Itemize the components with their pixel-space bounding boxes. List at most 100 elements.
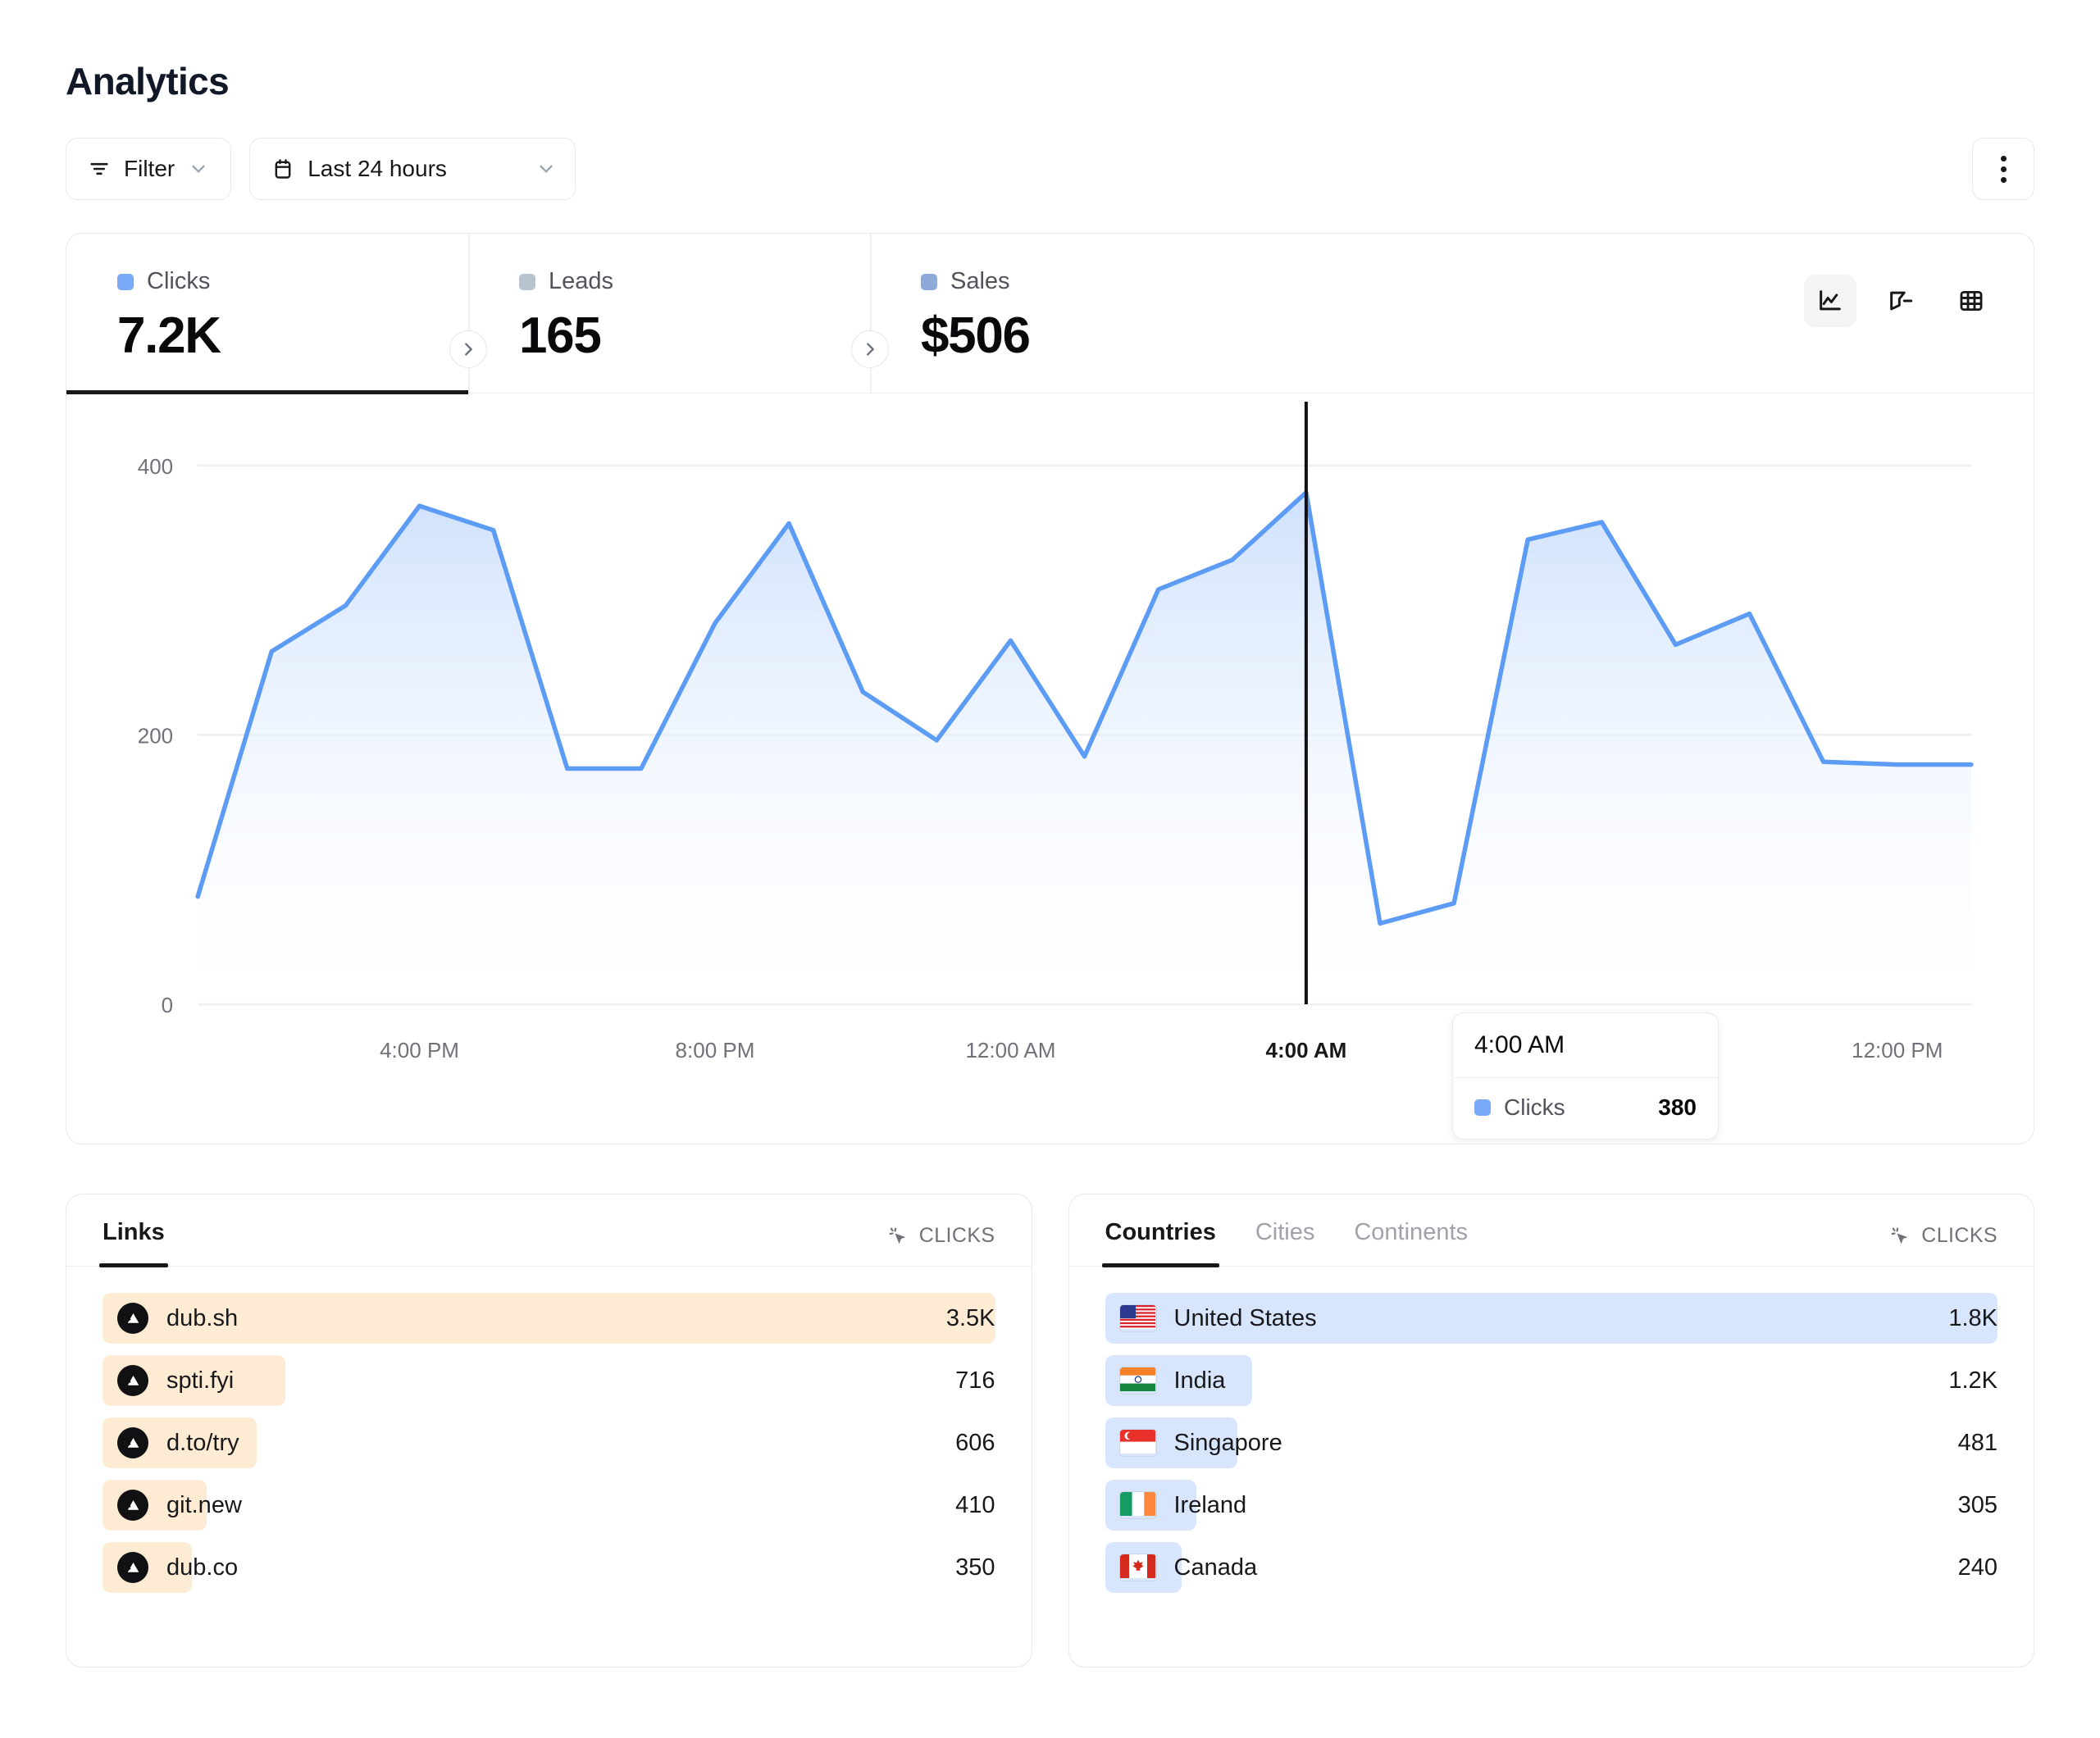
dub-logo-icon xyxy=(126,1376,139,1385)
metric-value: 165 xyxy=(519,307,602,364)
view-toggle-group xyxy=(1804,275,1998,327)
dub-logo-icon xyxy=(126,1438,139,1448)
row-content: Canada xyxy=(1105,1554,1257,1581)
tab-links[interactable]: Links xyxy=(99,1219,168,1267)
country-row[interactable]: Ireland 305 xyxy=(1105,1480,1998,1531)
series-line xyxy=(195,489,1974,926)
locations-metric-label: CLICKS xyxy=(1921,1224,1998,1247)
dot xyxy=(2000,155,2007,162)
cursor-click-icon xyxy=(1891,1227,1908,1244)
funnel-view-button[interactable] xyxy=(1875,275,1927,327)
y-tick-label: 400 xyxy=(138,454,173,479)
link-row[interactable]: dub.sh 3.5K xyxy=(102,1293,995,1344)
area-fill xyxy=(198,492,1971,1004)
metric-card-sales[interactable]: Sales $506 xyxy=(870,234,2034,393)
flag-icon-ie xyxy=(1119,1492,1156,1518)
tooltip-series-name: Clicks xyxy=(1504,1094,1565,1120)
link-row[interactable]: d.to/try 606 xyxy=(102,1417,995,1468)
dub-logo-icon xyxy=(117,1490,148,1521)
link-row[interactable]: spti.fyi 716 xyxy=(102,1355,995,1406)
dub-logo-icon xyxy=(117,1365,148,1396)
filter-button[interactable]: Filter xyxy=(66,138,232,200)
metric-card-clicks[interactable]: Clicks 7.2K xyxy=(66,234,468,394)
row-label: India xyxy=(1173,1367,1226,1394)
row-content: git.new xyxy=(102,1490,242,1521)
line-chart-icon xyxy=(1820,290,1841,311)
row-value: 481 xyxy=(1957,1429,1998,1456)
tooltip-value: 380 xyxy=(1658,1094,1697,1120)
chevron-right-icon xyxy=(867,343,874,356)
y-axis-tick-labels: 0 200 400 xyxy=(138,454,173,1017)
country-rows: United States 1.8K India 1.2K Singapore 481 Ir… xyxy=(1069,1267,2034,1622)
locations-metric-selector[interactable]: CLICKS xyxy=(1888,1224,1998,1248)
row-label: spti.fyi xyxy=(166,1367,235,1394)
locations-panel-header: Countries Cities Continents CLICKS xyxy=(1068,1194,2034,1267)
country-row[interactable]: Canada 240 xyxy=(1105,1542,1998,1593)
links-panel: Links CLICKS dub.sh 3.5K spti.fyi 716 d.to/t… xyxy=(66,1194,1032,1667)
dub-logo-icon xyxy=(117,1303,148,1334)
metric-card-leads[interactable]: Leads 165 xyxy=(468,234,870,393)
line-chart-view-button[interactable] xyxy=(1804,275,1856,327)
analytics-card: Clicks 7.2K Leads 165 Sales $506 xyxy=(66,233,2034,1144)
funnel-icon xyxy=(1890,291,1913,311)
row-value: 1.2K xyxy=(1948,1367,1998,1394)
row-value: 3.5K xyxy=(945,1304,995,1331)
dub-logo-icon xyxy=(126,1313,139,1323)
locations-tabs: Countries Cities Continents xyxy=(1101,1194,1469,1267)
date-range-label: Last 24 hours xyxy=(307,156,447,181)
metric-head: Sales xyxy=(921,268,2034,295)
page-title: Analytics xyxy=(66,60,230,102)
dot xyxy=(2000,176,2007,183)
row-value: 305 xyxy=(1957,1491,1998,1518)
tab-continents[interactable]: Continents xyxy=(1354,1219,1469,1245)
row-label: Singapore xyxy=(1173,1429,1282,1456)
dub-logo-icon xyxy=(126,1500,139,1510)
table-view-button[interactable] xyxy=(1945,275,1998,327)
calendar-icon xyxy=(271,157,294,180)
row-label: git.new xyxy=(166,1491,242,1518)
toolbar: Filter Last 24 hours xyxy=(66,138,2034,200)
flag-icon-sg xyxy=(1119,1430,1156,1456)
dub-logo-icon xyxy=(117,1552,148,1583)
metrics-bar: Clicks 7.2K Leads 165 Sales $506 xyxy=(66,234,2034,394)
locations-panel: Countries Cities Continents CLICKS Unite… xyxy=(1068,1194,2034,1667)
tooltip-color-swatch xyxy=(1474,1099,1491,1116)
dub-logo-icon xyxy=(117,1427,148,1458)
row-content: dub.co xyxy=(102,1552,238,1583)
filter-icon xyxy=(88,157,111,180)
tab-cities[interactable]: Cities xyxy=(1255,1219,1315,1245)
grid-table-icon xyxy=(1960,290,1983,312)
metric-value: $506 xyxy=(921,307,1031,364)
next-metric-button-1[interactable] xyxy=(449,330,487,368)
x-tick-label: 4:00 AM xyxy=(1265,1038,1346,1062)
row-content: Singapore xyxy=(1105,1430,1282,1457)
more-options-button[interactable] xyxy=(1972,138,2034,200)
x-tick-label: 12:00 AM xyxy=(965,1038,1055,1062)
tab-countries[interactable]: Countries xyxy=(1101,1219,1220,1267)
link-row[interactable]: git.new 410 xyxy=(102,1480,995,1531)
metric-label: Sales xyxy=(950,268,1010,294)
row-value: 240 xyxy=(1957,1554,1998,1581)
date-range-button[interactable]: Last 24 hours xyxy=(249,138,576,200)
country-row[interactable]: India 1.2K xyxy=(1105,1355,1998,1406)
country-row[interactable]: United States 1.8K xyxy=(1105,1293,1998,1344)
links-metric-selector[interactable]: CLICKS xyxy=(886,1224,995,1248)
x-tick-label: 12:00 PM xyxy=(1852,1038,1943,1062)
chart-tooltip: 4:00 AM Clicks 380 xyxy=(1452,1012,1719,1140)
bottom-panels: Links CLICKS dub.sh 3.5K spti.fyi 716 d.to/t… xyxy=(66,1194,2034,1667)
row-label: dub.co xyxy=(166,1554,239,1581)
y-tick-label: 0 xyxy=(162,993,173,1017)
row-label: dub.sh xyxy=(166,1304,239,1331)
tooltip-row: Clicks 380 xyxy=(1453,1078,1718,1139)
country-row[interactable]: Singapore 481 xyxy=(1105,1417,1998,1468)
row-content: United States xyxy=(1105,1305,1317,1332)
clicks-color-swatch xyxy=(117,273,134,290)
row-label: Ireland xyxy=(1173,1491,1247,1518)
next-metric-button-2[interactable] xyxy=(851,330,889,368)
link-row[interactable]: dub.co 350 xyxy=(102,1542,995,1593)
metric-head: Clicks xyxy=(117,268,468,295)
row-bar xyxy=(102,1293,995,1344)
